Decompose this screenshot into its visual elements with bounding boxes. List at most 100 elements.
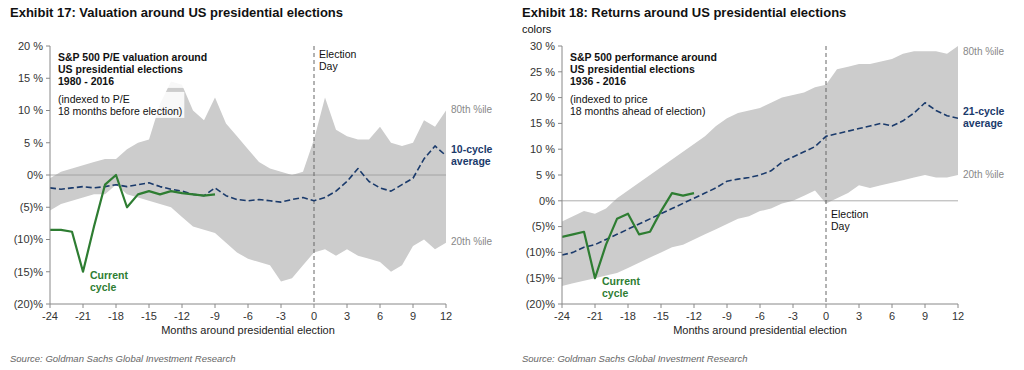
y-tick [558, 278, 562, 279]
annotation: S&P 500 P/E valuation aroundUS president… [58, 51, 207, 87]
percentile-band [50, 81, 446, 281]
y-tick [46, 110, 50, 111]
series-line [50, 175, 215, 272]
annotation: (indexed to P/E18 months before election… [58, 93, 182, 117]
subtitle: colors [522, 23, 552, 35]
series-label: 80th %ile [451, 104, 493, 115]
x-tick-label: 3 [856, 310, 862, 322]
x-tick-label: 6 [889, 310, 895, 322]
x-tick-label: 6 [377, 310, 383, 322]
series-label: 21-cycleaverage [963, 105, 1005, 129]
y-tick-label: 10 % [530, 143, 555, 155]
y-tick-label: (15)% [14, 266, 44, 278]
percentile-band [562, 46, 958, 286]
annotation: (indexed to price18 months ahead of elec… [570, 93, 705, 117]
y-tick [558, 226, 562, 227]
x-axis-label: Months around presidential election [673, 324, 847, 336]
x-tick [958, 304, 959, 308]
y-tick-label: 0% [27, 169, 43, 181]
y-tick-label: 15 % [530, 117, 555, 129]
x-tick [281, 304, 282, 308]
annotation-background [56, 92, 184, 118]
series-line [562, 103, 958, 255]
x-tick [859, 304, 860, 308]
x-tick [661, 304, 662, 308]
x-tick-label: 3 [344, 310, 350, 322]
y-tick [46, 46, 50, 47]
annotation-background [56, 50, 209, 88]
x-tick [182, 304, 183, 308]
y-tick-label: 10 % [18, 104, 43, 116]
x-tick [380, 304, 381, 308]
x-tick [826, 304, 827, 308]
x-tick [248, 304, 249, 308]
y-tick-label: 5 % [536, 169, 555, 181]
x-tick [793, 304, 794, 308]
annotation-background [568, 92, 707, 118]
x-tick-label: -12 [686, 310, 702, 322]
y-tick [46, 271, 50, 272]
y-tick [558, 200, 562, 201]
y-tick-label: (15)% [526, 272, 556, 284]
x-tick-label: -15 [141, 310, 157, 322]
x-tick-label: 9 [922, 310, 928, 322]
x-tick [446, 304, 447, 308]
y-tick-label: (10)% [14, 233, 44, 245]
x-tick [892, 304, 893, 308]
y-tick-label: 15 % [18, 72, 43, 84]
y-tick-label: 5 % [24, 137, 43, 149]
y-tick-label: 30 % [530, 40, 555, 52]
series-label: Currentcycle [602, 275, 640, 299]
series-label: 80th %ile [963, 46, 1005, 57]
y-tick [46, 78, 50, 79]
election-day-line [826, 46, 827, 304]
x-tick [727, 304, 728, 308]
y-tick [558, 97, 562, 98]
y-tick-label: (20)% [14, 298, 44, 310]
election-day-line [314, 46, 315, 304]
series-label: 10-cycleaverage [451, 143, 493, 167]
y-tick [558, 123, 562, 124]
y-tick-label: (5)% [20, 201, 43, 213]
x-tick-label: -18 [108, 310, 124, 322]
x-tick-label: 12 [440, 310, 452, 322]
x-tick [116, 304, 117, 308]
y-tick [558, 304, 562, 305]
x-tick [314, 304, 315, 308]
x-tick [83, 304, 84, 308]
title: Exhibit 18: Returns around US presidenti… [522, 5, 846, 20]
plot-area [562, 46, 958, 304]
x-tick-label: -6 [755, 310, 765, 322]
x-tick-label: -3 [788, 310, 798, 322]
x-tick-label: -12 [174, 310, 190, 322]
y-tick-label: (5)% [532, 220, 555, 232]
x-tick [347, 304, 348, 308]
x-axis-label: Months around presidential election [161, 324, 335, 336]
x-tick-label: -9 [722, 310, 732, 322]
series-line [562, 193, 694, 278]
x-tick [694, 304, 695, 308]
figure: Exhibit 17: Valuation around US presiden… [0, 0, 1024, 370]
plot-area [50, 46, 446, 304]
y-tick [558, 46, 562, 47]
x-tick-label: -9 [210, 310, 220, 322]
y-tick-label: (20)% [526, 298, 556, 310]
y-tick [46, 175, 50, 176]
x-tick-label: -3 [276, 310, 286, 322]
election-day-label: ElectionDay [831, 208, 869, 232]
zero-line [50, 175, 446, 176]
x-tick-label: -21 [75, 310, 91, 322]
x-tick [50, 304, 51, 308]
x-tick-label: -21 [587, 310, 603, 322]
chart: Exhibit 17: Valuation around US presiden… [10, 5, 493, 364]
y-tick-label: 20 % [530, 91, 555, 103]
x-tick [413, 304, 414, 308]
x-tick-label: 9 [410, 310, 416, 322]
x-tick [925, 304, 926, 308]
x-tick [149, 304, 150, 308]
zero-line [562, 200, 958, 201]
y-tick [46, 142, 50, 143]
y-tick [46, 207, 50, 208]
x-tick-label: -18 [620, 310, 636, 322]
y-tick [558, 71, 562, 72]
